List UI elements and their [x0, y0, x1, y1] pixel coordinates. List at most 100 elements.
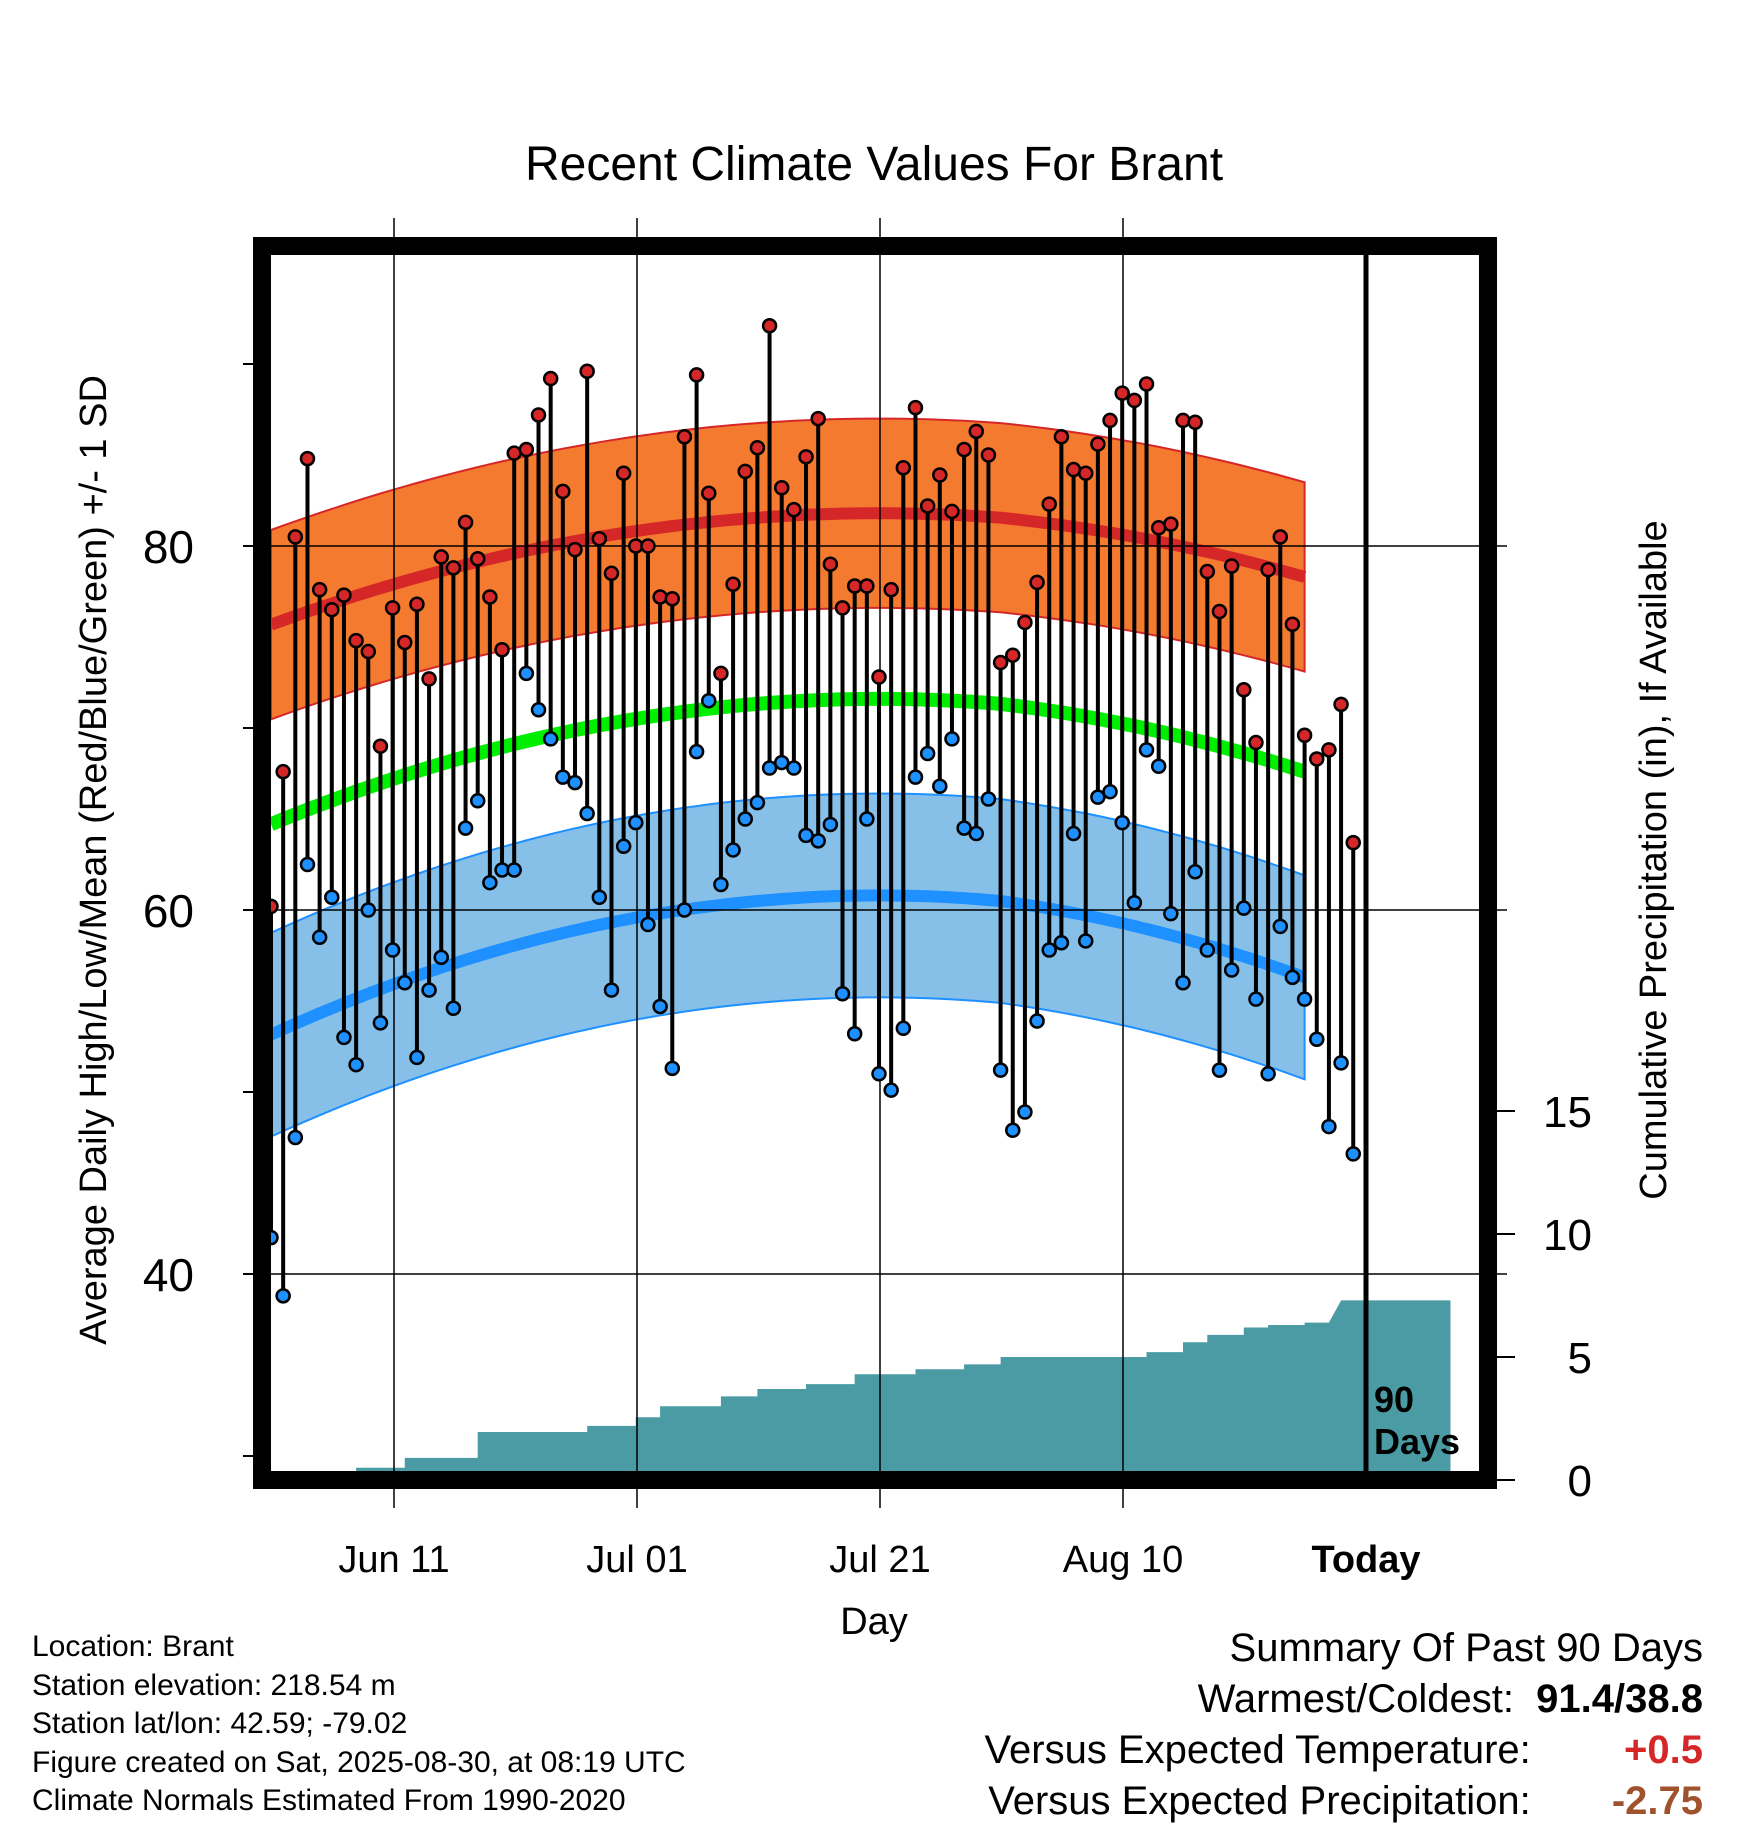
warm-cold-row: Warmest/Coldest: 91.4/38.8: [985, 1674, 1703, 1725]
plot-frame: [253, 237, 1497, 1489]
daily-low-point: [871, 1066, 887, 1082]
precip-row: Versus Expected Precipitation: -2.75: [985, 1776, 1703, 1827]
daily-low-point: [287, 1129, 304, 1146]
daily-low-point: [1005, 1122, 1021, 1138]
daily-high-point: [1017, 614, 1033, 631]
daily-high-point: [1248, 734, 1264, 751]
daily-low-point: [652, 998, 668, 1015]
daily-low-point: [907, 769, 924, 785]
daily-high-point: [372, 738, 389, 754]
daily-low-point: [1163, 905, 1179, 922]
daily-low-point: [761, 760, 778, 776]
daily-low-point: [348, 1056, 364, 1073]
y2-tick-label-15: 15: [1543, 1088, 1592, 1137]
daily-high-point: [871, 669, 887, 685]
daily-low-point: [1321, 1118, 1337, 1135]
daily-high-point: [336, 587, 352, 603]
daily-low-point: [1309, 1031, 1325, 1047]
y-tick-label-80: 80: [143, 521, 194, 573]
daily-high-point: [579, 363, 595, 380]
daily-low-point: [1138, 742, 1155, 758]
daily-low-point: [895, 1020, 912, 1037]
daily-high-point: [822, 556, 839, 572]
daily-high-point: [1236, 682, 1252, 698]
daily-high-point: [1309, 751, 1325, 767]
daily-high-point: [555, 483, 571, 500]
daily-high-point: [688, 367, 705, 383]
daily-high-point: [1284, 616, 1301, 633]
daily-high-point: [895, 459, 912, 476]
normal-low-line: [268, 889, 1307, 1041]
daily-low-point: [397, 975, 413, 991]
daily-high-point: [275, 763, 291, 780]
daily-low-point: [579, 805, 595, 822]
daily-high-point: [311, 581, 328, 598]
daily-low-point: [1090, 789, 1106, 805]
daily-low-point: [1114, 814, 1130, 831]
y-axis-label: Average Daily High/Low/Mean (Red/Blue/Gr…: [73, 375, 115, 1345]
summary-heading: Summary Of Past 90 Days: [1229, 1626, 1703, 1670]
daily-low-point: [1296, 991, 1313, 1007]
daily-high-point: [530, 407, 547, 423]
daily-low-point: [482, 874, 498, 891]
daily-high-point: [1321, 742, 1337, 758]
precip-value: -2.75: [1611, 1779, 1703, 1823]
daily-low-point: [1333, 1055, 1349, 1071]
daily-high-point: [907, 399, 924, 416]
daily-high-point: [798, 449, 814, 465]
daily-high-point: [859, 578, 875, 594]
warm-cold-value: 91.4/38.8: [1536, 1677, 1703, 1721]
daily-high-point: [1053, 429, 1070, 445]
location-text: Location: Brant: [32, 1630, 234, 1663]
daily-high-point: [664, 591, 681, 607]
daily-low-point: [1236, 900, 1252, 916]
daily-high-point: [603, 565, 620, 582]
y-tick-label-40: 40: [143, 1249, 194, 1301]
daily-high-point: [1187, 414, 1203, 430]
y2-tick-label-10: 10: [1543, 1211, 1592, 1260]
daily-high-point: [980, 447, 997, 463]
latlon-text: Station lat/lon: 42.59; -79.02: [32, 1707, 408, 1740]
daily-high-point: [615, 465, 632, 481]
daily-high-point: [810, 410, 826, 427]
station-info: Location: Brant Station elevation: 218.5…: [32, 1628, 686, 1821]
summary-panel: Summary Of Past 90 Days Warmest/Coldest:…: [985, 1623, 1703, 1827]
daily-low-point: [1345, 1146, 1361, 1162]
x-axis-label: Day: [840, 1601, 908, 1643]
daily-high-point: [397, 634, 413, 651]
daily-high-point: [1345, 834, 1361, 851]
daily-low-point: [944, 731, 960, 747]
daily-low-point: [1126, 894, 1143, 911]
daily-low-point: [676, 902, 693, 918]
daily-high-point: [299, 450, 316, 467]
daily-low-point: [968, 825, 985, 842]
daily-low-point: [275, 1288, 291, 1304]
daily-high-point: [761, 318, 778, 334]
daily-low-point: [688, 743, 705, 760]
days-label-1: Days: [1374, 1421, 1460, 1462]
normals-text: Climate Normals Estimated From 1990-2020: [32, 1784, 626, 1817]
daily-high-point: [494, 641, 510, 658]
daily-high-point: [919, 498, 936, 514]
daily-low-point: [992, 1062, 1009, 1078]
temp-row: Versus Expected Temperature: +0.5: [985, 1725, 1703, 1776]
daily-low-point: [980, 791, 997, 807]
daily-low-point: [725, 842, 741, 858]
daily-high-point: [457, 514, 474, 531]
daily-high-point: [652, 589, 668, 605]
daily-high-point: [591, 530, 608, 547]
daily-high-point: [834, 600, 851, 616]
daily-low-point: [1041, 942, 1057, 958]
daily-low-point: [628, 814, 644, 831]
daily-low-point: [1017, 1104, 1033, 1120]
x-tick-label-2: Jul 21: [829, 1539, 930, 1581]
daily-high-point: [1029, 574, 1045, 591]
daily-high-point: [1005, 647, 1021, 663]
daily-high-point: [348, 632, 364, 649]
warm-cold-label: Warmest/Coldest:: [1197, 1677, 1514, 1721]
x-tick-label-1: Jul 01: [586, 1539, 687, 1581]
daily-low-point: [457, 820, 474, 836]
daily-high-point: [1090, 436, 1106, 452]
daily-low-point: [664, 1060, 681, 1077]
